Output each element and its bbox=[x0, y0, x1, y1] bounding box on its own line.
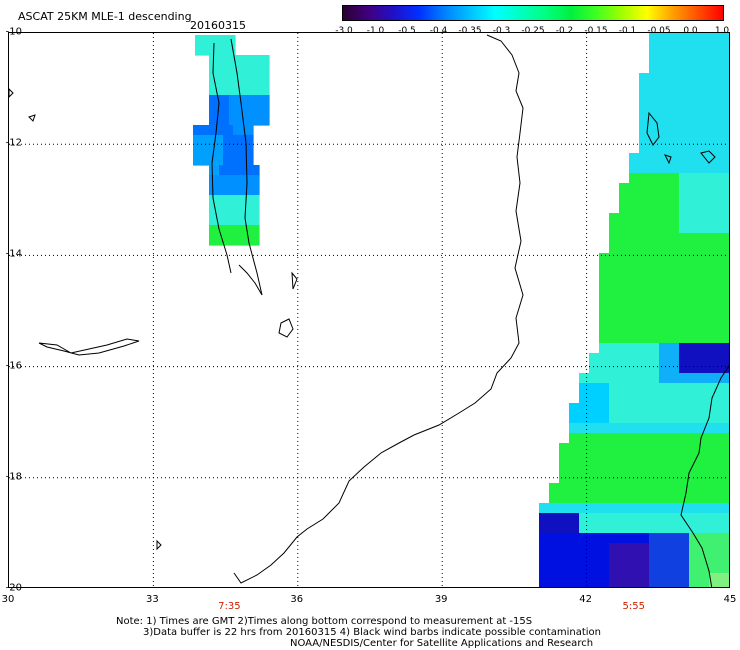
latitude-label: -12 bbox=[5, 137, 22, 149]
longitude-label: 30 bbox=[1, 594, 15, 605]
colorbar-tick-label: -0.15 bbox=[584, 26, 608, 36]
colorbar-tick-label: 0.0 bbox=[683, 26, 698, 36]
coastline-path bbox=[156, 539, 162, 551]
colorbar-tick-label: -0.4 bbox=[429, 26, 448, 36]
latitude-label: -20 bbox=[5, 582, 22, 594]
latitude-label: -16 bbox=[5, 360, 22, 372]
colorbar-tick-label: -0.25 bbox=[521, 26, 545, 36]
coastline-path bbox=[38, 338, 140, 356]
longitude-label: 36 bbox=[290, 594, 304, 605]
colorbar-tick-label: -0.5 bbox=[398, 26, 416, 36]
graticule bbox=[9, 33, 729, 587]
map-canvas bbox=[9, 33, 729, 587]
colorbar-tick-label: -0.1 bbox=[618, 26, 637, 36]
colorbar-tick-label: -0.05 bbox=[647, 26, 671, 36]
pass-time-label: 7:35 bbox=[218, 601, 241, 612]
coastline bbox=[9, 34, 729, 587]
coastline-path bbox=[680, 365, 729, 587]
colorbar bbox=[342, 5, 724, 21]
longitude-label: 33 bbox=[146, 594, 159, 605]
coastline-path bbox=[230, 38, 263, 296]
colorbar-tick-label: -0.35 bbox=[458, 26, 482, 36]
coastline-path bbox=[211, 42, 232, 274]
note-line-2: 3)Data buffer is 22 hrs from 20160315 4)… bbox=[143, 627, 601, 638]
coastline-path bbox=[700, 150, 716, 164]
coastline-path bbox=[291, 271, 298, 290]
data-swaths bbox=[193, 33, 729, 587]
colorbar-tick-label: -3.0 bbox=[335, 26, 353, 36]
latitude-label: -18 bbox=[5, 471, 22, 483]
colorbar-tick-label: 1.0 bbox=[714, 26, 730, 36]
colorbar-tick-label: -0.3 bbox=[492, 26, 511, 36]
pass-time-label: 5:55 bbox=[622, 601, 645, 612]
note-line-1: Note: 1) Times are GMT 2)Times along bot… bbox=[116, 616, 533, 627]
longitude-label: 39 bbox=[434, 594, 448, 605]
map-panel bbox=[8, 32, 730, 588]
coastline-path bbox=[9, 88, 14, 98]
product-title: ASCAT 25KM MLE-1 descending bbox=[18, 10, 192, 23]
colorbar-tick-label: -0.2 bbox=[555, 26, 574, 36]
coastline-path bbox=[278, 318, 294, 338]
longitude-label: 45 bbox=[723, 594, 737, 605]
colorbar-tick-label: -1.0 bbox=[366, 26, 385, 36]
coastline-path bbox=[664, 154, 672, 165]
longitude-label: 42 bbox=[579, 594, 592, 605]
latitude-label: -14 bbox=[5, 248, 22, 260]
coastline-path bbox=[233, 34, 524, 584]
product-date: 20160315 bbox=[190, 19, 246, 32]
coastline-path bbox=[28, 114, 36, 122]
coastline-path bbox=[646, 111, 660, 146]
note-line-3: NOAA/NESDIS/Center for Satellite Applica… bbox=[290, 638, 594, 649]
latitude-label: -10 bbox=[5, 26, 22, 38]
